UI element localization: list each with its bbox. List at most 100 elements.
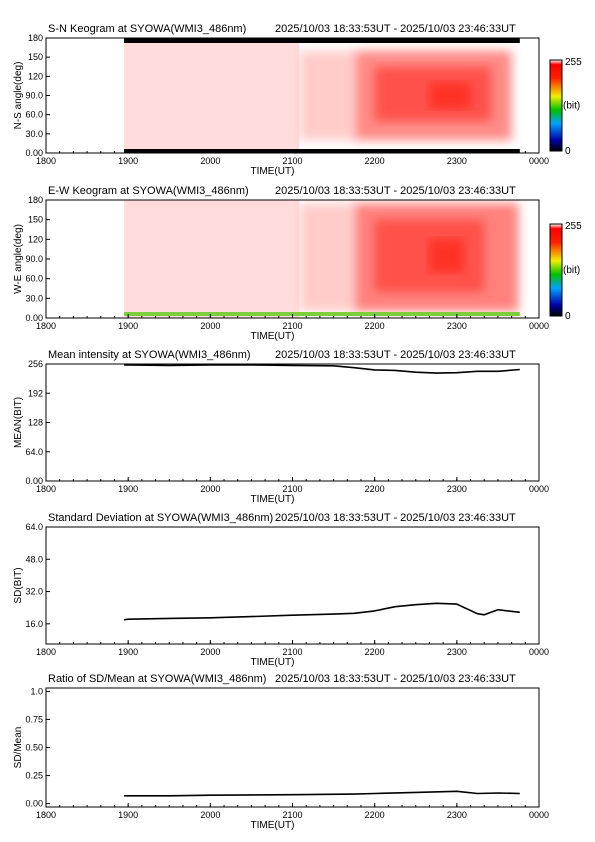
y-tick-label: 180 [28, 33, 43, 43]
x-tick-label: 1800 [36, 156, 56, 166]
y-tick-label: 0.00 [25, 313, 43, 323]
chart-panel-5: Ratio of SD/Mean at SYOWA(WMI3_486nm) 202… [13, 673, 549, 831]
colorbar-max-label: 255 [565, 57, 582, 68]
y-tick-label: 150 [28, 52, 43, 62]
keogram-region [124, 200, 300, 318]
x-tick-label: 2000 [200, 484, 220, 494]
chart-title: S-N Keogram at SYOWA(WMI3_486nm) [48, 23, 246, 35]
plot-frame [45, 526, 540, 645]
plot-area [124, 364, 520, 374]
x-tick-label: 2300 [447, 484, 467, 494]
x-tick-label: 2100 [282, 810, 302, 820]
x-tick-label: 1800 [36, 810, 56, 820]
y-axis-label: W-E angle(deg) [13, 224, 24, 294]
keogram-region [299, 203, 355, 312]
y-tick-label: 30.0 [25, 129, 43, 139]
keogram-region [429, 82, 471, 109]
y-tick-label: 120 [28, 71, 43, 81]
x-tick-label: 2100 [282, 647, 302, 657]
y-tick-label: 0.75 [25, 714, 43, 724]
x-tick-label: 1900 [118, 156, 138, 166]
sky-edge-band-north [124, 38, 520, 43]
chart-panel-3: Mean intensity at SYOWA(WMI3_486nm) 2025/… [13, 349, 549, 505]
colorbar-min-label: 0 [565, 311, 571, 322]
chart-panel-1: S-N Keogram at SYOWA(WMI3_486nm) 2025/10/… [13, 23, 582, 177]
y-tick-label: 90.0 [25, 254, 43, 264]
y-tick-label: 64.0 [25, 522, 43, 532]
x-tick-label: 1800 [36, 321, 56, 331]
plot-frame [45, 363, 540, 482]
y-tick-label: 0.50 [25, 743, 43, 753]
y-tick-label: 180 [28, 195, 43, 205]
y-tick-label: 0.25 [25, 771, 43, 781]
x-axis-label: TIME(UT) [251, 820, 295, 831]
y-tick-label: 256 [28, 359, 43, 369]
x-axis-label: TIME(UT) [251, 657, 295, 668]
x-tick-label: 2200 [365, 321, 385, 331]
chart-panel-4: Standard Deviation at SYOWA(WMI3_486nm) 2… [13, 512, 549, 668]
chart-panel-2: E-W Keogram at SYOWA(WMI3_486nm) 2025/10/… [13, 185, 582, 342]
x-tick-label: 2200 [365, 484, 385, 494]
x-tick-label: 2000 [200, 810, 220, 820]
chart-title: Ratio of SD/Mean at SYOWA(WMI3_486nm) [48, 673, 266, 685]
x-tick-label: 0000 [529, 321, 549, 331]
colorbar [549, 59, 563, 152]
colorbar [549, 223, 563, 317]
x-tick-label: 0000 [529, 484, 549, 494]
colorbar-max-label: 255 [565, 221, 582, 232]
y-tick-label: 60.0 [25, 110, 43, 120]
x-tick-label: 0000 [529, 647, 549, 657]
x-tick-label: 2200 [365, 156, 385, 166]
x-tick-label: 2100 [282, 156, 302, 166]
y-tick-label: 120 [28, 234, 43, 244]
y-tick-label: 150 [28, 215, 43, 225]
x-tick-label: 2100 [282, 321, 302, 331]
colorbar-min-label: 0 [565, 146, 571, 157]
series-line [123, 602, 520, 621]
time-range: 2025/10/03 18:33:53UT - 2025/10/03 23:46… [275, 23, 516, 35]
time-range: 2025/10/03 18:33:53UT - 2025/10/03 23:46… [275, 673, 516, 685]
chart-title: E-W Keogram at SYOWA(WMI3_486nm) [48, 185, 249, 197]
plot-area [124, 790, 520, 797]
y-tick-label: 128 [28, 418, 43, 428]
plot-area [124, 38, 520, 153]
keogram-region [124, 38, 300, 153]
x-tick-label: 2000 [200, 647, 220, 657]
y-tick-label: 1.0 [30, 686, 43, 696]
colorbar-unit-label: (bit) [563, 101, 580, 112]
y-tick-label: 0.00 [25, 799, 43, 809]
keogram-image [124, 200, 520, 318]
y-tick-label: 32.0 [25, 587, 43, 597]
time-range: 2025/10/03 18:33:53UT - 2025/10/03 23:46… [275, 185, 516, 197]
x-axis-label: TIME(UT) [251, 166, 295, 177]
y-tick-label: 192 [28, 388, 43, 398]
x-tick-label: 1900 [118, 810, 138, 820]
x-tick-label: 0000 [529, 156, 549, 166]
x-tick-label: 2200 [365, 647, 385, 657]
x-tick-label: 1800 [36, 647, 56, 657]
sky-edge-band-south [124, 149, 520, 153]
x-tick-label: 2000 [200, 156, 220, 166]
colorbar-unit-label: (bit) [563, 265, 580, 276]
chart-title: Mean intensity at SYOWA(WMI3_486nm) [48, 349, 251, 361]
x-tick-label: 2100 [282, 484, 302, 494]
x-tick-label: 1800 [36, 484, 56, 494]
time-range: 2025/10/03 18:33:53UT - 2025/10/03 23:46… [275, 512, 516, 524]
y-tick-label: 60.0 [25, 274, 43, 284]
x-tick-label: 2300 [447, 321, 467, 331]
y-tick-label: 16.0 [25, 619, 43, 629]
y-tick-label: 48.0 [25, 554, 43, 564]
keogram-region [299, 50, 355, 141]
series-line [124, 364, 520, 374]
keogram-image [124, 38, 520, 153]
y-tick-label: 0.00 [25, 476, 43, 486]
x-tick-label: 2200 [365, 810, 385, 820]
chart-title: Standard Deviation at SYOWA(WMI3_486nm) [48, 512, 273, 524]
x-axis-label: TIME(UT) [251, 331, 295, 342]
x-tick-label: 2300 [447, 810, 467, 820]
x-tick-label: 1900 [118, 484, 138, 494]
x-tick-label: 2300 [447, 647, 467, 657]
time-range: 2025/10/03 18:33:53UT - 2025/10/03 23:46… [275, 349, 516, 361]
x-tick-label: 1900 [118, 321, 138, 331]
